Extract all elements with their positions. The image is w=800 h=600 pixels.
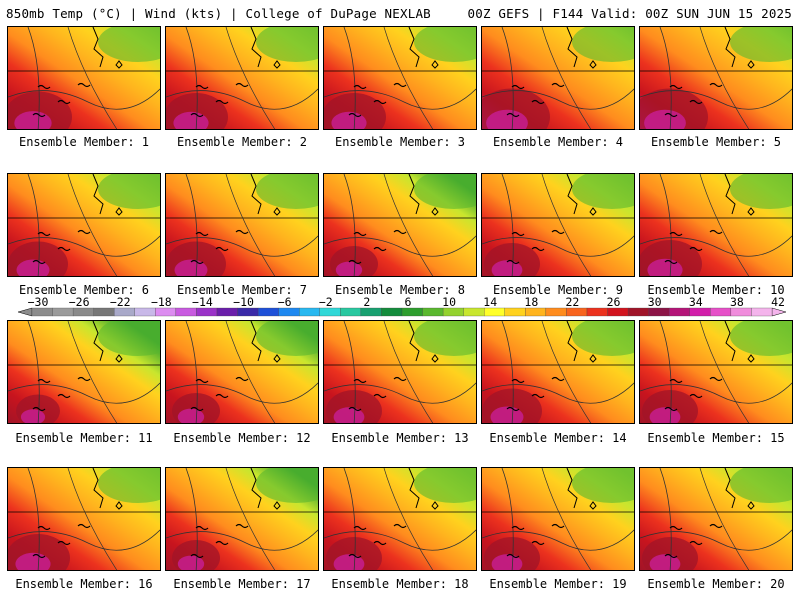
ensemble-map-panel — [323, 467, 477, 571]
colorbar-swatch — [31, 307, 53, 317]
ensemble-map-panel — [165, 26, 319, 130]
colorbar-tick-label: 30 — [648, 296, 662, 309]
ensemble-map-panel — [481, 467, 635, 571]
colorbar-swatch — [93, 307, 115, 317]
colorbar-tick-label: −2 — [319, 296, 333, 309]
ensemble-member-label: Ensemble Member: 4 — [492, 135, 624, 149]
colorbar-swatch — [689, 307, 711, 317]
ensemble-map-panel — [639, 467, 793, 571]
ensemble-member-label: Ensemble Member: 16 — [15, 577, 153, 591]
ensemble-member-label: Ensemble Member: 2 — [176, 135, 308, 149]
model-run-info: 00Z GEFS | F144 Valid: 00Z SUN JUN 15 20… — [467, 6, 792, 21]
ensemble-member-label: Ensemble Member: 8 — [334, 283, 466, 297]
ensemble-map-panel — [481, 173, 635, 277]
ensemble-member-label: Ensemble Member: 12 — [173, 431, 311, 445]
ensemble-map-panel — [165, 320, 319, 424]
colorbar-tick-label: 6 — [405, 296, 412, 309]
colorbar-tick-label: 2 — [363, 296, 370, 309]
ensemble-map-panel — [7, 173, 161, 277]
colorbar-swatch — [401, 307, 423, 317]
ensemble-map-panel — [7, 26, 161, 130]
colorbar-swatch — [134, 307, 156, 317]
colorbar-swatch — [72, 307, 94, 317]
colorbar-swatch — [196, 307, 218, 317]
colorbar-tick-label: −22 — [110, 296, 131, 309]
colorbar-tick-label: −6 — [278, 296, 292, 309]
colorbar-tick-label: 18 — [524, 296, 538, 309]
colorbar-swatch — [484, 307, 505, 317]
ensemble-member-label: Ensemble Member: 18 — [331, 577, 469, 591]
ensemble-map-panel — [323, 26, 477, 130]
colorbar-swatch — [442, 307, 464, 317]
colorbar-swatch — [545, 307, 567, 317]
ensemble-member-label: Ensemble Member: 17 — [173, 577, 311, 591]
chart-title: 850mb Temp (°C) | Wind (kts) | College o… — [6, 6, 431, 21]
colorbar-swatch — [422, 307, 444, 317]
ensemble-map-panel — [639, 173, 793, 277]
colorbar-tick-label: 38 — [730, 296, 744, 309]
ensemble-map-panel — [323, 320, 477, 424]
ensemble-map-panel — [7, 467, 161, 571]
colorbar-swatch — [216, 307, 238, 317]
colorbar-swatch — [257, 307, 279, 317]
colorbar-swatch — [299, 307, 320, 317]
ensemble-map-panel — [481, 26, 635, 130]
colorbar-swatch — [607, 307, 629, 317]
ensemble-map-panel — [323, 173, 477, 277]
ensemble-map-panel — [639, 26, 793, 130]
colorbar-tick-label: −14 — [192, 296, 213, 309]
colorbar-swatch — [175, 307, 197, 317]
ensemble-map-panel — [165, 173, 319, 277]
colorbar-swatch — [525, 307, 547, 317]
colorbar-swatch — [319, 307, 341, 317]
colorbar-swatch — [278, 307, 300, 317]
colorbar-swatch — [52, 307, 74, 317]
ensemble-member-label: Ensemble Member: 1 — [18, 135, 150, 149]
ensemble-member-label: Ensemble Member: 6 — [18, 283, 150, 297]
colorbar-tick-label: 26 — [607, 296, 621, 309]
colorbar-swatch — [669, 307, 690, 317]
colorbar-tick-label: −30 — [28, 296, 49, 309]
colorbar-swatch — [155, 307, 177, 317]
ensemble-member-label: Ensemble Member: 14 — [489, 431, 627, 445]
colorbar-tick-label: 14 — [483, 296, 497, 309]
colorbar-tick-label: 34 — [689, 296, 703, 309]
ensemble-member-label: Ensemble Member: 9 — [492, 283, 624, 297]
ensemble-member-label: Ensemble Member: 19 — [489, 577, 627, 591]
colorbar-swatch — [648, 307, 670, 317]
ensemble-member-label: Ensemble Member: 7 — [176, 283, 308, 297]
colorbar-tick-label: 22 — [566, 296, 580, 309]
ensemble-map-panel — [165, 467, 319, 571]
temperature-colorbar: −30 −26 −22 −18 −14 −10 −6 −2 2 6 10 14 18 22 26 30 34 38… — [17, 296, 787, 317]
colorbar-swatch — [586, 307, 608, 317]
colorbar-swatch — [381, 307, 403, 317]
colorbar-swatch — [627, 307, 649, 317]
colorbar-swatch — [114, 307, 135, 317]
colorbar-swatch — [504, 307, 526, 317]
ensemble-member-label: Ensemble Member: 3 — [334, 135, 466, 149]
colorbar-swatch — [360, 307, 382, 317]
ensemble-map-panel — [639, 320, 793, 424]
colorbar-swatch — [730, 307, 752, 317]
colorbar-tick-label: −26 — [69, 296, 90, 309]
ensemble-member-label: Ensemble Member: 20 — [647, 577, 785, 591]
ensemble-member-label: Ensemble Member: 5 — [650, 135, 782, 149]
colorbar-swatch — [237, 307, 259, 317]
ensemble-member-label: Ensemble Member: 13 — [331, 431, 469, 445]
colorbar-tick-label: −18 — [151, 296, 172, 309]
colorbar-swatch — [751, 307, 773, 317]
ensemble-member-label: Ensemble Member: 15 — [647, 431, 785, 445]
ensemble-map-panel — [481, 320, 635, 424]
ensemble-map-panel — [7, 320, 161, 424]
ensemble-member-label: Ensemble Member: 11 — [15, 431, 153, 445]
colorbar-swatch — [463, 307, 485, 317]
colorbar-tick-label: −10 — [233, 296, 254, 309]
colorbar-swatch — [566, 307, 588, 317]
colorbar-tick-label: 10 — [442, 296, 456, 309]
colorbar-swatch — [710, 307, 732, 317]
colorbar-swatch — [340, 307, 362, 317]
ensemble-member-label: Ensemble Member: 10 — [647, 283, 785, 297]
colorbar-tick-label: 42 — [771, 296, 785, 309]
